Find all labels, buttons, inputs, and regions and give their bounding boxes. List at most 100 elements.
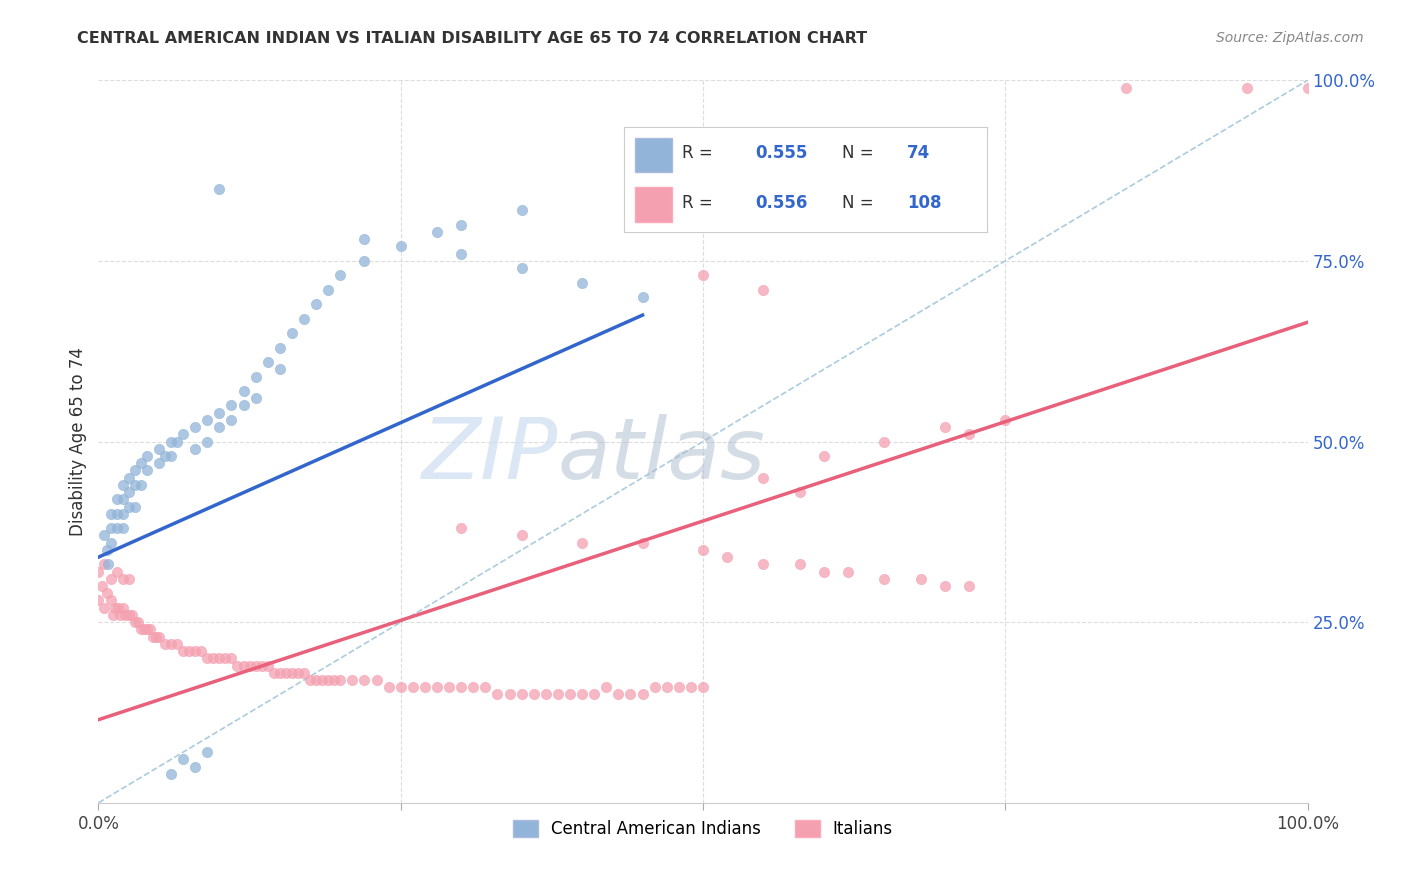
Point xyxy=(752,558,775,572)
Point xyxy=(299,673,322,687)
Point xyxy=(269,341,291,355)
Point xyxy=(679,680,702,694)
Point xyxy=(353,673,375,687)
Point xyxy=(226,658,249,673)
Point xyxy=(281,326,304,340)
Point xyxy=(245,391,267,405)
Point xyxy=(716,550,738,565)
Point xyxy=(179,644,201,658)
Point xyxy=(994,413,1017,427)
Point xyxy=(195,413,218,427)
Point xyxy=(789,485,811,500)
Point xyxy=(208,182,231,196)
Point xyxy=(250,658,273,673)
Point xyxy=(752,470,775,484)
Point xyxy=(166,434,188,449)
Point xyxy=(114,607,136,622)
Point xyxy=(329,673,352,687)
Point xyxy=(124,615,146,630)
Point xyxy=(256,658,278,673)
Point xyxy=(547,687,569,701)
Point xyxy=(101,607,124,622)
Legend: Central American Indians, Italians: Central American Indians, Italians xyxy=(506,814,900,845)
Point xyxy=(389,239,412,253)
Point xyxy=(160,637,183,651)
Point xyxy=(129,478,152,492)
Point xyxy=(631,290,654,304)
Point xyxy=(172,427,194,442)
Point xyxy=(789,558,811,572)
Point xyxy=(124,463,146,477)
Point xyxy=(160,449,183,463)
Point xyxy=(910,572,932,586)
Point xyxy=(208,420,231,434)
Point xyxy=(184,644,207,658)
Point xyxy=(104,600,127,615)
Point xyxy=(631,535,654,549)
Point xyxy=(232,398,254,412)
Point xyxy=(389,680,412,694)
Y-axis label: Disability Age 65 to 74: Disability Age 65 to 74 xyxy=(69,347,87,536)
Point xyxy=(239,658,262,673)
Point xyxy=(100,593,122,607)
Point xyxy=(93,600,115,615)
Point xyxy=(474,680,496,694)
Point xyxy=(118,607,141,622)
Point xyxy=(353,253,375,268)
Point xyxy=(108,607,131,622)
Point xyxy=(873,434,896,449)
Point xyxy=(292,311,315,326)
Point xyxy=(256,355,278,369)
Point xyxy=(148,442,170,456)
Point xyxy=(166,637,188,651)
Point xyxy=(450,680,472,694)
Point xyxy=(450,521,472,535)
Point xyxy=(148,630,170,644)
Point xyxy=(305,673,328,687)
Point xyxy=(413,680,436,694)
Point xyxy=(571,276,593,290)
Point xyxy=(558,687,581,701)
Point xyxy=(118,470,141,484)
Point xyxy=(145,630,167,644)
Point xyxy=(510,528,533,542)
Point xyxy=(595,680,617,694)
Point xyxy=(583,687,606,701)
Point xyxy=(195,745,218,759)
Point xyxy=(934,579,956,593)
Point xyxy=(190,644,212,658)
Point xyxy=(377,680,399,694)
Point xyxy=(534,687,557,701)
Point xyxy=(957,579,980,593)
Point xyxy=(135,623,157,637)
Point xyxy=(510,261,533,276)
Point xyxy=(668,680,690,694)
Point xyxy=(111,478,134,492)
Point xyxy=(195,434,218,449)
Point xyxy=(329,268,352,283)
Point xyxy=(153,637,176,651)
Point xyxy=(619,687,641,701)
Point xyxy=(450,218,472,232)
Point xyxy=(135,463,157,477)
Point xyxy=(316,673,339,687)
Point xyxy=(105,521,128,535)
Point xyxy=(486,687,509,701)
Point xyxy=(402,680,425,694)
Point xyxy=(934,420,956,434)
Point xyxy=(498,687,520,701)
Point xyxy=(208,651,231,665)
Point xyxy=(655,680,678,694)
Point xyxy=(202,651,225,665)
Point xyxy=(292,665,315,680)
Point xyxy=(118,500,141,514)
Point xyxy=(184,420,207,434)
Point xyxy=(208,406,231,420)
Point xyxy=(121,607,143,622)
Point xyxy=(752,283,775,297)
Point xyxy=(232,384,254,398)
Point xyxy=(353,232,375,246)
Point xyxy=(111,572,134,586)
Point xyxy=(437,680,460,694)
Point xyxy=(813,565,835,579)
